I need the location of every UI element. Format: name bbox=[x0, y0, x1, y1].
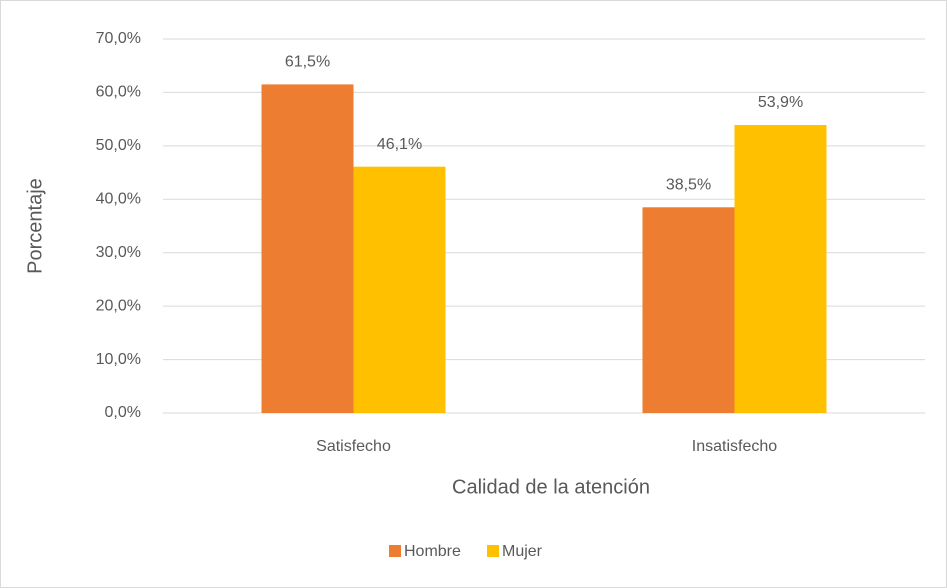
bar bbox=[353, 166, 446, 413]
y-tick-label: 0,0% bbox=[105, 404, 141, 421]
legend-label: Mujer bbox=[502, 543, 543, 560]
y-axis-label: Porcentaje bbox=[24, 178, 46, 274]
y-tick-label: 30,0% bbox=[96, 244, 141, 261]
legend-swatch bbox=[487, 545, 499, 557]
data-label: 46,1% bbox=[377, 136, 422, 153]
bar bbox=[261, 84, 354, 414]
data-label: 38,5% bbox=[666, 177, 711, 194]
data-label: 61,5% bbox=[285, 54, 330, 71]
x-tick-label: Insatisfecho bbox=[692, 438, 777, 455]
y-tick-label: 70,0% bbox=[96, 30, 141, 47]
legend-swatch bbox=[389, 545, 401, 557]
x-axis-label: Calidad de la atención bbox=[452, 476, 650, 498]
y-tick-label: 60,0% bbox=[96, 84, 141, 101]
y-tick-label: 20,0% bbox=[96, 297, 141, 314]
y-tick-label: 10,0% bbox=[96, 351, 141, 368]
y-tick-label: 50,0% bbox=[96, 137, 141, 154]
y-tick-label: 40,0% bbox=[96, 191, 141, 208]
legend-label: Hombre bbox=[404, 543, 461, 560]
bar bbox=[734, 125, 827, 414]
data-label: 53,9% bbox=[758, 94, 803, 111]
bar bbox=[642, 207, 735, 413]
x-tick-label: Satisfecho bbox=[316, 438, 391, 455]
